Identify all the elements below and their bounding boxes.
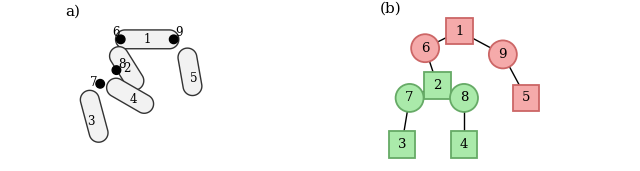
Polygon shape — [109, 47, 144, 90]
Polygon shape — [178, 48, 202, 96]
Text: 4: 4 — [460, 138, 468, 151]
Text: 5: 5 — [522, 91, 531, 104]
Text: 1: 1 — [143, 33, 151, 46]
Text: 1: 1 — [455, 25, 463, 38]
Circle shape — [170, 35, 178, 44]
FancyBboxPatch shape — [388, 131, 415, 158]
Text: 6: 6 — [421, 42, 429, 55]
Circle shape — [96, 80, 104, 88]
Text: 7: 7 — [405, 91, 414, 104]
Text: 7: 7 — [90, 76, 97, 89]
Polygon shape — [107, 78, 154, 113]
Circle shape — [112, 66, 121, 74]
FancyBboxPatch shape — [513, 85, 540, 111]
Circle shape — [396, 84, 424, 112]
Circle shape — [450, 84, 478, 112]
Text: 8: 8 — [460, 91, 468, 104]
Text: 2: 2 — [433, 79, 442, 92]
Text: 6: 6 — [112, 26, 119, 39]
Text: 4: 4 — [130, 93, 137, 106]
Text: 9: 9 — [175, 26, 183, 39]
Text: 3: 3 — [397, 138, 406, 151]
Polygon shape — [81, 90, 108, 142]
Circle shape — [489, 40, 517, 68]
Text: 3: 3 — [87, 115, 95, 128]
Text: 9: 9 — [499, 48, 507, 61]
Text: 2: 2 — [123, 62, 131, 75]
FancyBboxPatch shape — [451, 131, 477, 158]
Circle shape — [116, 35, 125, 44]
Text: a): a) — [65, 5, 80, 19]
FancyBboxPatch shape — [446, 18, 472, 44]
Circle shape — [411, 34, 439, 62]
Text: 8: 8 — [118, 58, 125, 71]
Text: (b): (b) — [380, 2, 402, 16]
FancyBboxPatch shape — [424, 72, 451, 99]
Text: 5: 5 — [189, 72, 197, 85]
Polygon shape — [116, 30, 179, 49]
